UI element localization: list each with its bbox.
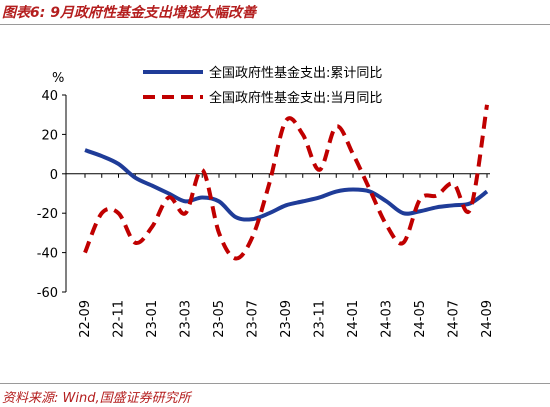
- x-tick-label: 23-03: [179, 300, 194, 338]
- data-point: [452, 182, 456, 186]
- data-point: [83, 251, 87, 255]
- data-point: [133, 241, 137, 245]
- series-line-2: [83, 104, 489, 261]
- x-tick-label: 23-01: [145, 300, 160, 338]
- data-point: [200, 195, 204, 199]
- line-chart: 40 20 0 -20 -40 -60 22-09 22-11 23-01 23-03 23-05 2…: [37, 65, 495, 338]
- data-point: [485, 190, 489, 194]
- y-tick-label: -40: [37, 247, 58, 262]
- data-point: [100, 211, 104, 215]
- x-tick-label: 24-03: [380, 300, 395, 338]
- y-tick-label: -20: [37, 207, 58, 222]
- data-point: [468, 207, 472, 211]
- data-point: [167, 192, 171, 196]
- data-point: [351, 152, 355, 156]
- x-tick-label: 24-01: [346, 300, 361, 338]
- data-point: [251, 235, 255, 239]
- x-tick-label: 23-05: [212, 300, 227, 338]
- data-point: [318, 195, 322, 199]
- data-point: [100, 154, 104, 158]
- x-tick-label: 24-09: [480, 300, 495, 338]
- data-point: [418, 197, 422, 201]
- x-tick-label: 23-09: [279, 300, 294, 338]
- data-point: [485, 103, 489, 107]
- data-point: [167, 195, 171, 199]
- series-line-1: [84, 148, 489, 222]
- data-point: [267, 182, 271, 186]
- data-point: [401, 211, 405, 215]
- x-tick-label: 22-09: [78, 300, 93, 338]
- data-point: [150, 225, 154, 229]
- data-point: [418, 209, 422, 213]
- data-point: [334, 125, 338, 129]
- data-point: [217, 199, 221, 203]
- data-point: [351, 188, 355, 192]
- x-tick-label: 24-05: [413, 300, 428, 338]
- data-point: [150, 184, 154, 188]
- y-tick-label: 40: [41, 89, 58, 104]
- data-point: [234, 215, 238, 219]
- data-point: [184, 199, 188, 203]
- data-point: [435, 205, 439, 209]
- data-point: [133, 176, 137, 180]
- data-point: [435, 193, 439, 197]
- title-divider: [0, 24, 550, 25]
- data-point: [83, 148, 87, 152]
- data-point: [267, 211, 271, 215]
- y-tick-label: 20: [41, 128, 58, 143]
- legend-label-2: 全国政府性基金支出:当月同比: [209, 90, 382, 106]
- data-point: [200, 168, 204, 172]
- x-tick-label: 23-07: [246, 300, 261, 338]
- data-point: [452, 203, 456, 207]
- series-layer: [83, 103, 489, 261]
- data-point: [301, 132, 305, 136]
- data-point: [385, 199, 389, 203]
- data-point: [184, 211, 188, 215]
- legend-label-1: 全国政府性基金支出:累计同比: [209, 65, 382, 81]
- footer-divider: [0, 383, 550, 384]
- data-point: [234, 257, 238, 261]
- figure-title: 图表6: 9月政府性基金支出增速大幅改善: [2, 5, 256, 21]
- data-point: [301, 199, 305, 203]
- y-axis-unit-label: %: [52, 71, 64, 86]
- y-tick-label: 0: [50, 168, 58, 183]
- x-tick-label: 22-11: [112, 300, 127, 338]
- data-point: [368, 188, 372, 192]
- data-point: [217, 231, 221, 235]
- chart-axes: 40 20 0 -20 -40 -60 22-09 22-11 23-01 23-03 23-05 2…: [37, 89, 495, 338]
- data-point: [117, 211, 121, 215]
- data-point: [284, 203, 288, 207]
- data-point: [385, 223, 389, 227]
- y-tick-label: -60: [37, 286, 58, 301]
- data-point: [284, 119, 288, 123]
- x-tick-label: 24-07: [447, 300, 462, 338]
- data-point: [401, 241, 405, 245]
- figure-source: 资料来源: Wind,国盛证券研究所: [2, 391, 191, 406]
- data-point: [251, 217, 255, 221]
- data-point: [318, 168, 322, 172]
- data-point: [117, 162, 121, 166]
- data-point: [334, 190, 338, 194]
- x-tick-label: 23-11: [313, 300, 328, 338]
